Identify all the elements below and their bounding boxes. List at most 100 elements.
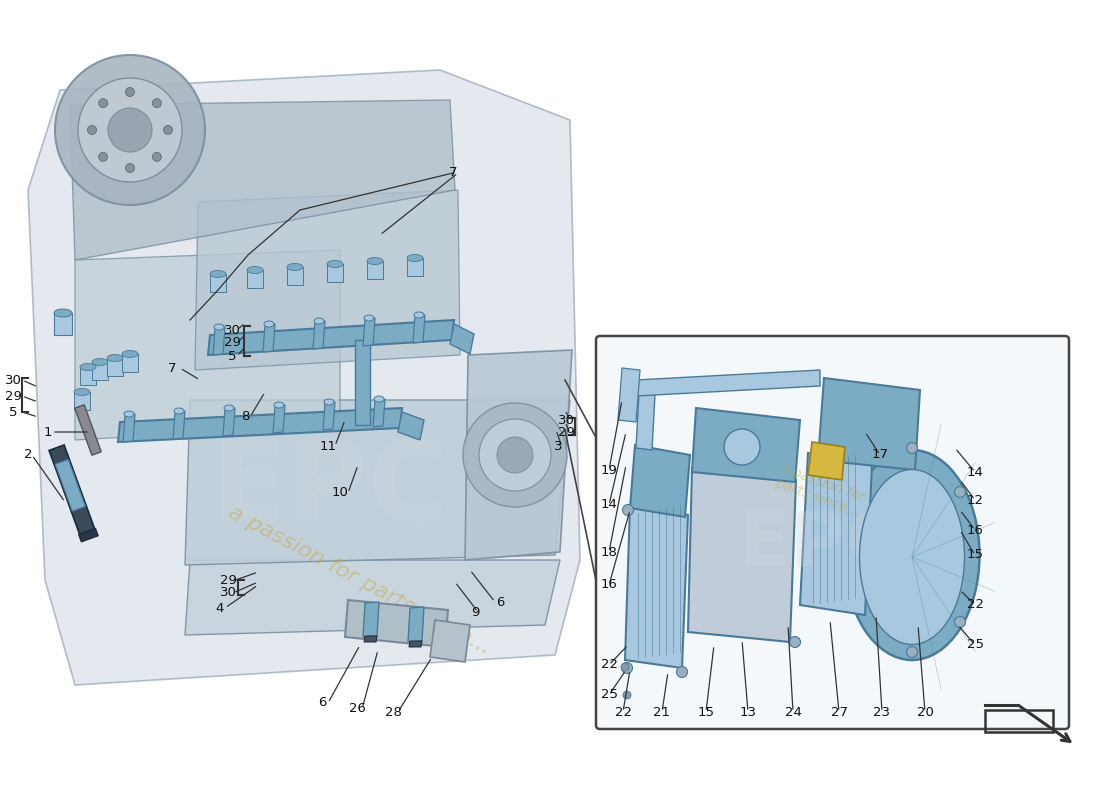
Polygon shape <box>213 327 226 355</box>
Circle shape <box>78 78 182 182</box>
Circle shape <box>955 486 966 498</box>
Text: 18: 18 <box>601 546 617 558</box>
FancyBboxPatch shape <box>596 336 1069 729</box>
Polygon shape <box>363 602 379 637</box>
Text: 6: 6 <box>318 697 327 710</box>
Polygon shape <box>314 321 324 349</box>
Text: 5: 5 <box>228 350 236 362</box>
Polygon shape <box>54 313 72 335</box>
Text: 1: 1 <box>44 426 53 438</box>
Text: 12: 12 <box>967 494 983 506</box>
Polygon shape <box>367 261 383 279</box>
Ellipse shape <box>224 405 234 411</box>
Text: 22: 22 <box>601 658 617 671</box>
Text: 29: 29 <box>558 426 574 439</box>
Ellipse shape <box>287 263 303 270</box>
Polygon shape <box>70 100 455 260</box>
Text: 29: 29 <box>4 390 21 402</box>
Polygon shape <box>210 274 225 292</box>
Polygon shape <box>208 320 454 355</box>
Text: 10: 10 <box>331 486 349 499</box>
Circle shape <box>906 646 917 658</box>
Ellipse shape <box>74 389 90 395</box>
Polygon shape <box>287 267 303 285</box>
Bar <box>984 710 1053 732</box>
Polygon shape <box>688 468 796 642</box>
Polygon shape <box>636 393 654 450</box>
Text: 17: 17 <box>871 449 889 462</box>
Text: 30: 30 <box>4 374 21 386</box>
Polygon shape <box>345 600 448 647</box>
Circle shape <box>164 126 173 134</box>
Text: EPC: EPC <box>738 508 902 582</box>
Circle shape <box>99 152 108 162</box>
Circle shape <box>906 442 917 454</box>
Polygon shape <box>355 340 370 425</box>
Polygon shape <box>28 70 580 685</box>
Circle shape <box>88 126 97 134</box>
Ellipse shape <box>845 450 979 660</box>
Circle shape <box>623 505 634 515</box>
Circle shape <box>153 98 162 108</box>
Ellipse shape <box>324 399 334 405</box>
Text: 2: 2 <box>24 449 32 462</box>
Text: 24: 24 <box>784 706 802 718</box>
Polygon shape <box>185 400 570 565</box>
Polygon shape <box>223 408 235 436</box>
Polygon shape <box>263 324 275 352</box>
Text: 22: 22 <box>615 706 631 718</box>
Text: 21: 21 <box>653 706 671 718</box>
Polygon shape <box>273 405 285 433</box>
Text: 14: 14 <box>601 498 617 511</box>
Circle shape <box>497 437 534 473</box>
Text: 20: 20 <box>916 706 934 718</box>
Text: 4: 4 <box>216 602 224 614</box>
Text: 30: 30 <box>220 586 236 599</box>
Ellipse shape <box>374 396 384 402</box>
Text: EPC: EPC <box>210 437 450 543</box>
Polygon shape <box>363 318 375 346</box>
Circle shape <box>623 691 631 699</box>
Polygon shape <box>373 399 385 427</box>
Text: 26: 26 <box>349 702 365 715</box>
Ellipse shape <box>122 350 138 358</box>
Circle shape <box>125 87 134 97</box>
Circle shape <box>478 419 551 491</box>
Ellipse shape <box>859 470 965 645</box>
Circle shape <box>108 108 152 152</box>
Polygon shape <box>618 368 640 422</box>
Text: 13: 13 <box>739 706 757 718</box>
Text: 29: 29 <box>220 574 236 587</box>
Polygon shape <box>636 370 820 396</box>
Text: 16: 16 <box>601 578 617 591</box>
Text: a passion for parts since...: a passion for parts since... <box>226 502 495 658</box>
Ellipse shape <box>274 402 284 408</box>
Text: 3: 3 <box>553 441 562 454</box>
Polygon shape <box>248 270 263 288</box>
Polygon shape <box>630 445 690 517</box>
Text: 28: 28 <box>385 706 402 718</box>
Circle shape <box>125 163 134 173</box>
Polygon shape <box>800 453 872 615</box>
Polygon shape <box>118 408 402 442</box>
Ellipse shape <box>80 363 96 370</box>
Text: 14: 14 <box>967 466 983 478</box>
Text: 7: 7 <box>449 166 458 179</box>
Polygon shape <box>195 190 460 370</box>
Polygon shape <box>78 528 98 542</box>
Polygon shape <box>75 405 101 455</box>
Text: 19: 19 <box>601 463 617 477</box>
Polygon shape <box>409 641 422 647</box>
Text: 7: 7 <box>167 362 176 374</box>
Circle shape <box>463 403 566 507</box>
Polygon shape <box>75 250 340 440</box>
Circle shape <box>676 666 688 678</box>
Polygon shape <box>407 258 424 276</box>
Ellipse shape <box>210 270 225 278</box>
Ellipse shape <box>214 324 224 330</box>
Polygon shape <box>323 402 336 430</box>
Text: 15: 15 <box>967 549 983 562</box>
Text: 11: 11 <box>319 439 337 453</box>
Ellipse shape <box>364 315 374 321</box>
Circle shape <box>790 637 801 647</box>
